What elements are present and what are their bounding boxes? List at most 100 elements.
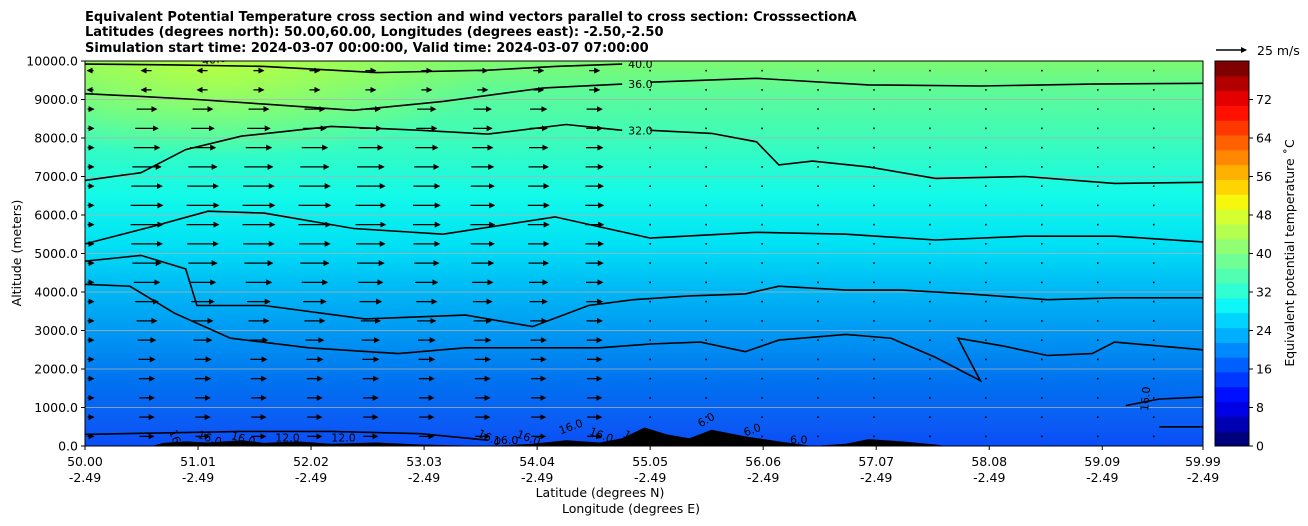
colorbar-tick-label: 24 [1256,323,1272,338]
wind-vector [873,185,875,187]
wind-vector [1041,397,1043,399]
wind-vector [929,69,931,72]
x-tick-label-lat: 56.06 [745,454,781,469]
colorbar-tick-label: 40 [1256,246,1272,261]
x-tick-label-lat: 59.99 [1185,454,1221,469]
wind-vector [649,204,651,207]
wind-vector [1041,166,1043,168]
wind-vector [817,320,819,322]
colorbar-segment [1215,371,1249,388]
x-tick-label-lon: -2.49 [182,470,214,485]
wind-vector [1097,89,1099,91]
wind-vector [817,69,819,72]
wind-vector [761,358,763,361]
colorbar-segment [1215,135,1249,151]
wind-vector [817,339,819,341]
wind-vector [929,127,931,130]
wind-vector [1041,243,1043,245]
wind-vector [817,281,819,284]
wind-vector [817,204,819,207]
contour-label: 6.0 [742,421,763,439]
wind-vector [929,204,931,207]
wind-vector [929,262,931,264]
wind-vector [1152,281,1155,284]
x-tick-label-lon: -2.49 [634,470,666,485]
x-tick-label-lon: -2.49 [973,470,1005,485]
x-tick-label-lat: 55.05 [632,454,668,469]
wind-vector [985,320,987,322]
wind-vector [1097,435,1099,438]
x-tick-label-lat: 53.03 [406,454,442,469]
contour-label: 6.0 [790,433,808,446]
colorbar-segment [1215,90,1249,106]
wind-vector [1041,416,1043,418]
colorbar-segment [1215,105,1249,121]
colorbar-segment [1215,416,1249,432]
wind-vector [1041,89,1043,91]
y-tick-label: 1000.0 [34,400,78,415]
wind-vector [649,108,651,110]
x-tick-label-lon: -2.49 [295,470,327,485]
y-axis: 0.0 1000.0 2000.0 3000.0 4000.0 5000.0 6000.0 7… [26,54,85,454]
wind-vector [761,108,763,110]
x-tick-label-lat: 58.08 [971,454,1007,469]
wind-vector [649,320,651,322]
wind-vector [1041,108,1043,110]
wind-vector [817,358,819,361]
wind-vector [1097,127,1099,130]
x-tick-label-lat: 51.01 [180,454,216,469]
wind-vector [705,223,707,226]
wind-vector [1097,320,1099,322]
wind-vector [705,69,707,72]
colorbar-tick-label: 64 [1256,131,1272,146]
x-tick-label-lon: -2.49 [521,470,553,485]
wind-vector [929,146,931,149]
wind-vector [929,166,931,168]
y-tick-label: 6000.0 [34,208,78,223]
contour-label: 40.0 [201,52,227,68]
wind-vector [873,108,875,110]
x-tick-label-lat: 52.02 [293,454,329,469]
wind-vector [985,89,987,91]
colorbar-segment [1215,327,1249,343]
contour-label: 16.0 [494,434,519,447]
title-line-2: Latitudes (degrees north): 50.00,60.00, … [85,25,664,40]
wind-vector [1097,358,1099,361]
wind-vector [817,416,819,418]
quiver-key: 25 m/s [1216,43,1300,58]
wind-vector [985,223,987,226]
colorbar-segment [1215,209,1249,225]
contour-line-32 [85,123,623,182]
colorbar-segment [1215,401,1249,417]
wind-vector [705,127,707,130]
wind-vector [929,243,931,245]
wind-vector [649,89,651,91]
wind-vector [1152,166,1155,168]
wind-vector [1097,69,1099,72]
wind-vector [705,397,707,399]
wind-vector [817,243,819,245]
wind-vector [985,204,987,207]
wind-vector [649,377,651,380]
quiver-key-label: 25 m/s [1257,43,1300,58]
wind-vector [873,358,875,361]
wind-vector [1152,243,1155,245]
wind-vector [1152,320,1155,322]
wind-vector [649,166,651,168]
wind-vector [1152,358,1155,361]
contour-line-28 [85,210,1203,245]
wind-vector [705,300,707,303]
wind-vector [1152,108,1155,110]
wind-vector [873,69,875,72]
x-tick-label-lat: 57.07 [858,454,894,469]
wind-vector [873,416,875,418]
wind-vector [817,108,819,110]
wind-vector [1097,300,1099,303]
title-line-1: Equivalent Potential Temperature cross s… [85,10,857,25]
wind-vector [761,262,763,264]
x-axis-label: Latitude (degrees N) [536,485,665,500]
contour-line-24 [85,254,1203,328]
wind-vector [761,185,763,187]
wind-vector [705,358,707,361]
y-tick-label: 0.0 [58,439,78,454]
